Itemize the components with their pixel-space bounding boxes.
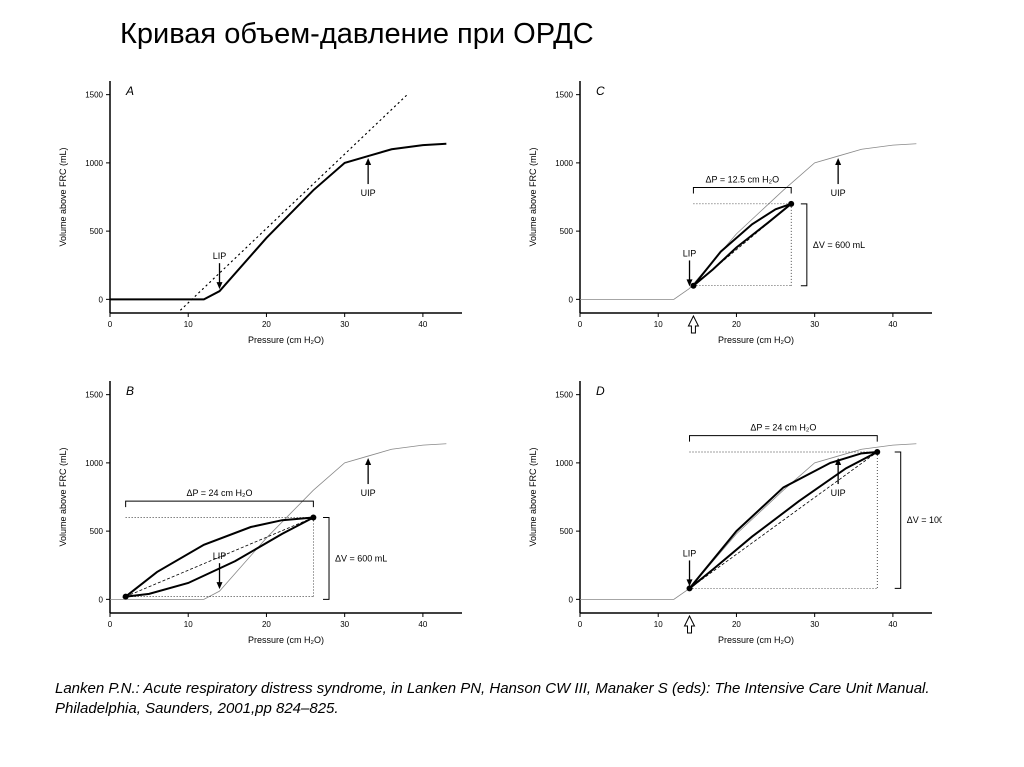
svg-text:1500: 1500 — [555, 391, 573, 400]
svg-text:40: 40 — [418, 320, 427, 329]
svg-text:ΔP = 24 cm H₂O: ΔP = 24 cm H₂O — [186, 488, 252, 498]
svg-text:LIP: LIP — [213, 551, 227, 561]
svg-text:0: 0 — [99, 295, 104, 304]
svg-text:Pressure (cm H₂O): Pressure (cm H₂O) — [718, 635, 794, 645]
svg-text:500: 500 — [560, 527, 574, 536]
chart-panel-C: 0 10 20 30 40 0 500 1000 1500 Pressure (cm H₂O) Vo… — [522, 71, 942, 351]
svg-text:20: 20 — [732, 320, 741, 329]
svg-text:500: 500 — [90, 527, 104, 536]
svg-text:1000: 1000 — [85, 459, 103, 468]
svg-text:UIP: UIP — [361, 188, 376, 198]
svg-text:Volume above FRC (mL): Volume above FRC (mL) — [58, 447, 68, 546]
svg-text:D: D — [596, 384, 605, 398]
svg-text:30: 30 — [340, 320, 349, 329]
svg-text:20: 20 — [262, 620, 271, 629]
chart-panel-A: 0 10 20 30 40 0 500 1000 1500 Pressure (cm H₂O) Vo… — [52, 71, 472, 351]
svg-text:40: 40 — [418, 620, 427, 629]
svg-text:ΔV = 1000 mL: ΔV = 1000 mL — [907, 515, 942, 525]
svg-text:B: B — [126, 384, 134, 398]
svg-text:30: 30 — [340, 620, 349, 629]
svg-text:LIP: LIP — [683, 248, 697, 258]
chart-grid: 010203040050010001500Pressure (cm H₂O)Vo… — [52, 71, 972, 671]
svg-text:LIP: LIP — [683, 548, 697, 558]
svg-text:ΔV = 600 mL: ΔV = 600 mL — [335, 553, 387, 563]
svg-text:Pressure (cm H₂O): Pressure (cm H₂O) — [248, 635, 324, 645]
svg-text:1500: 1500 — [555, 91, 573, 100]
svg-text:1000: 1000 — [85, 159, 103, 168]
svg-text:10: 10 — [184, 320, 193, 329]
svg-text:Volume above FRC (mL): Volume above FRC (mL) — [58, 147, 68, 246]
svg-text:40: 40 — [888, 620, 897, 629]
svg-text:10: 10 — [654, 620, 663, 629]
svg-text:20: 20 — [262, 320, 271, 329]
svg-text:C: C — [596, 84, 605, 98]
svg-text:500: 500 — [560, 227, 574, 236]
svg-text:0: 0 — [569, 295, 574, 304]
svg-text:30: 30 — [810, 620, 819, 629]
chart-panel-B: 0 10 20 30 40 0 500 1000 1500 Pressure (cm H₂O) Vo… — [52, 371, 472, 651]
svg-text:0: 0 — [569, 595, 574, 604]
svg-text:ΔP = 12.5 cm H₂O: ΔP = 12.5 cm H₂O — [705, 174, 779, 184]
svg-text:ΔV = 600 mL: ΔV = 600 mL — [813, 240, 865, 250]
svg-text:0: 0 — [578, 620, 583, 629]
chart-panel-D: 0 10 20 30 40 0 500 1000 1500 Pressure (cm H₂O) Vo… — [522, 371, 942, 651]
svg-text:0: 0 — [578, 320, 583, 329]
svg-text:1000: 1000 — [555, 459, 573, 468]
svg-text:1500: 1500 — [85, 91, 103, 100]
svg-text:UIP: UIP — [361, 488, 376, 498]
svg-text:UIP: UIP — [831, 488, 846, 498]
svg-text:1500: 1500 — [85, 391, 103, 400]
svg-text:10: 10 — [654, 320, 663, 329]
svg-text:UIP: UIP — [831, 188, 846, 198]
svg-text:Volume above FRC (mL): Volume above FRC (mL) — [528, 147, 538, 246]
svg-text:Pressure (cm H₂O): Pressure (cm H₂O) — [248, 335, 324, 345]
svg-text:20: 20 — [732, 620, 741, 629]
citation-text: Lanken P.N.: Acute respiratory distress … — [0, 671, 1024, 720]
svg-text:LIP: LIP — [213, 251, 227, 261]
page-title: Кривая объем-давление при ОРДС — [0, 0, 1024, 51]
svg-text:A: A — [125, 84, 134, 98]
svg-text:40: 40 — [888, 320, 897, 329]
svg-text:Pressure (cm H₂O): Pressure (cm H₂O) — [718, 335, 794, 345]
svg-text:Volume above FRC (mL): Volume above FRC (mL) — [528, 447, 538, 546]
svg-text:10: 10 — [184, 620, 193, 629]
svg-text:0: 0 — [99, 595, 104, 604]
svg-text:30: 30 — [810, 320, 819, 329]
svg-text:500: 500 — [90, 227, 104, 236]
svg-text:0: 0 — [108, 620, 113, 629]
svg-text:ΔP = 24 cm H₂O: ΔP = 24 cm H₂O — [750, 423, 816, 433]
svg-text:0: 0 — [108, 320, 113, 329]
svg-text:1000: 1000 — [555, 159, 573, 168]
